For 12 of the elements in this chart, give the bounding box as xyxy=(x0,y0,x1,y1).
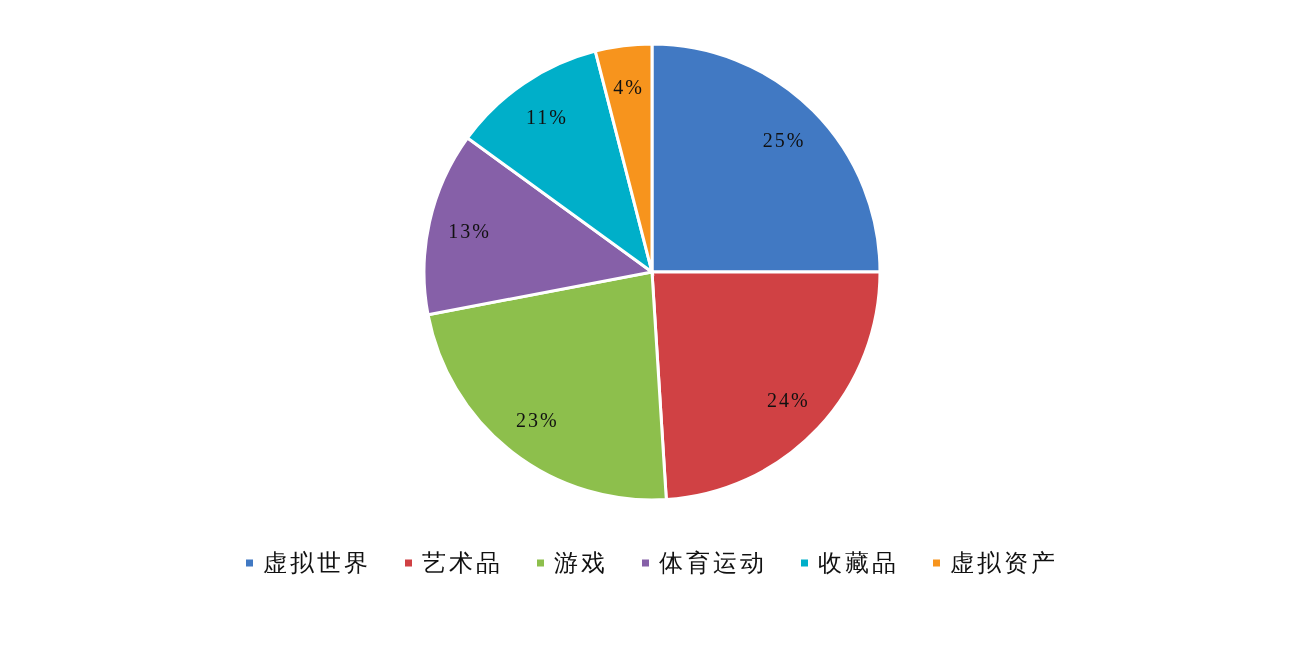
legend-label: 游戏 xyxy=(554,549,608,577)
legend-label: 虚拟世界 xyxy=(263,549,371,577)
legend-label: 体育运动 xyxy=(659,549,767,577)
legend-label: 艺术品 xyxy=(422,549,503,577)
legend-label: 虚拟资产 xyxy=(950,549,1058,577)
data-label: 24% xyxy=(766,388,810,411)
data-label: 13% xyxy=(448,220,491,243)
legend-label: 收藏品 xyxy=(818,549,899,577)
data-label: 25% xyxy=(762,128,806,151)
data-label: 4% xyxy=(613,75,644,98)
data-label: 11% xyxy=(525,106,568,129)
data-label: 23% xyxy=(516,408,559,431)
